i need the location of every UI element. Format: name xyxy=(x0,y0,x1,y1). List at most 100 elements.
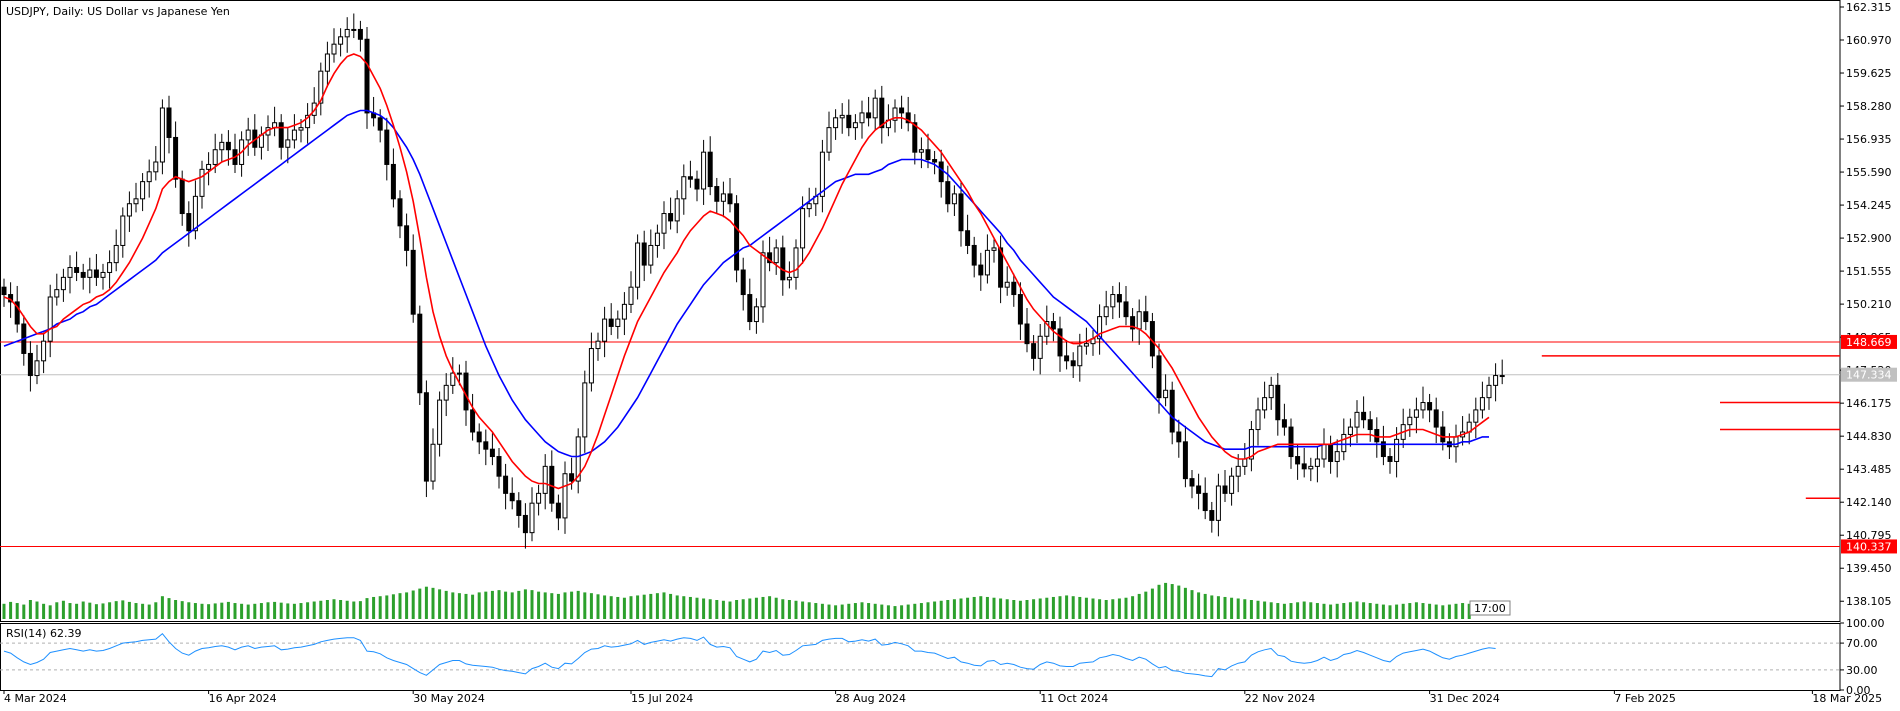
volume-bar xyxy=(1315,603,1319,619)
volume-bar xyxy=(847,603,851,619)
volume-bar xyxy=(1381,604,1385,619)
volume-bar xyxy=(1098,599,1102,619)
candle-body xyxy=(714,186,720,202)
candle-body xyxy=(1064,355,1070,362)
ma-slow-line xyxy=(3,109,1489,458)
volume-bar xyxy=(985,596,989,619)
volume-bar xyxy=(1124,597,1128,619)
time-axis-tick-label: 28 Aug 2024 xyxy=(836,692,906,705)
candle-body xyxy=(212,149,218,165)
candle-body xyxy=(390,163,396,200)
volume-bar xyxy=(1269,602,1273,619)
candle-body xyxy=(503,475,509,494)
volume-bar xyxy=(609,596,613,619)
volume-bar xyxy=(794,600,798,619)
price-axis-tick-label: 158.280 xyxy=(1846,100,1892,113)
volume-bar xyxy=(339,600,343,619)
candle-body xyxy=(219,141,225,151)
volume-bar xyxy=(748,598,752,619)
candle-body xyxy=(133,198,139,205)
candle-body xyxy=(1301,463,1307,470)
candle-body xyxy=(753,306,759,323)
volume-bar xyxy=(391,594,395,619)
candle-body xyxy=(615,318,621,327)
volume-bar xyxy=(589,593,593,619)
volume-bar xyxy=(193,603,197,619)
candle-body xyxy=(1169,389,1175,433)
candle-body xyxy=(87,269,93,278)
candle-body xyxy=(443,384,449,401)
volume-bar xyxy=(28,600,32,619)
candle-body xyxy=(984,249,990,276)
candle-body xyxy=(410,249,416,315)
volume-bar xyxy=(1150,588,1154,619)
volume-bar xyxy=(88,602,92,619)
volume-bar xyxy=(655,593,659,619)
candle-body xyxy=(694,178,700,190)
volume-bar xyxy=(721,600,725,619)
volume-bar xyxy=(75,603,79,619)
volume-bar xyxy=(1144,591,1148,619)
candle-body xyxy=(291,129,297,141)
candle-body xyxy=(357,28,363,40)
candle-body xyxy=(1229,475,1235,494)
candle-body xyxy=(1394,438,1400,462)
candle-body xyxy=(179,178,185,215)
volume-bar xyxy=(1058,596,1062,619)
time-axis-tick-label: 11 Oct 2024 xyxy=(1040,692,1108,705)
candle-body xyxy=(1499,375,1505,378)
volume-bar xyxy=(781,599,785,619)
candle-body xyxy=(298,127,304,131)
volume-bar xyxy=(1276,603,1280,619)
candle-body xyxy=(1354,411,1360,428)
volume-bar xyxy=(523,589,527,619)
candle-body xyxy=(668,213,674,222)
candle-body xyxy=(60,276,66,291)
candle-body xyxy=(582,382,588,438)
volume-bar xyxy=(1388,605,1392,619)
volume-bar xyxy=(365,598,369,619)
volume-bar xyxy=(266,602,270,619)
volume-bar xyxy=(1282,603,1286,619)
candle-body xyxy=(1334,451,1340,462)
volume-bar xyxy=(814,603,818,619)
volume-bar xyxy=(127,601,131,619)
volume-bar xyxy=(444,590,448,619)
volume-bar xyxy=(979,596,983,619)
candle-body xyxy=(1433,409,1439,428)
volume-bar xyxy=(576,590,580,619)
candle-body xyxy=(476,431,482,443)
volume-bar xyxy=(695,597,699,619)
candle-body xyxy=(1308,465,1314,470)
candle-body xyxy=(793,247,799,278)
candle-body xyxy=(780,247,786,281)
volume-bar xyxy=(1434,604,1438,619)
volume-bar xyxy=(1322,603,1326,619)
ma-fast-line xyxy=(3,53,1490,490)
candle-body xyxy=(1314,458,1320,467)
volume-bar xyxy=(563,592,567,619)
volume-bar xyxy=(385,595,389,619)
candle-body xyxy=(344,28,350,38)
time-axis-tick-label: 30 May 2024 xyxy=(413,692,485,705)
volume-bar xyxy=(530,590,534,619)
volume-bar xyxy=(1170,584,1174,619)
volume-bar xyxy=(761,596,765,619)
volume-bar xyxy=(1236,598,1240,619)
volume-bar xyxy=(629,596,633,619)
candle-body xyxy=(1044,321,1050,337)
price-axis-tick-label: 162.315 xyxy=(1846,1,1892,14)
candle-body xyxy=(1070,360,1076,367)
candle-body xyxy=(430,443,436,482)
candle-body xyxy=(1361,411,1367,421)
volume-bar xyxy=(438,589,442,619)
volume-bar xyxy=(583,592,587,619)
candle-body xyxy=(1380,441,1386,458)
candle-body xyxy=(806,203,812,210)
current-price-label-box xyxy=(1841,367,1897,382)
volume-bar xyxy=(42,603,46,619)
candle-body xyxy=(1347,426,1353,435)
candle-body xyxy=(1255,409,1261,431)
volume-bar xyxy=(860,602,864,619)
price-axis-tick-label: 140.795 xyxy=(1846,529,1892,542)
